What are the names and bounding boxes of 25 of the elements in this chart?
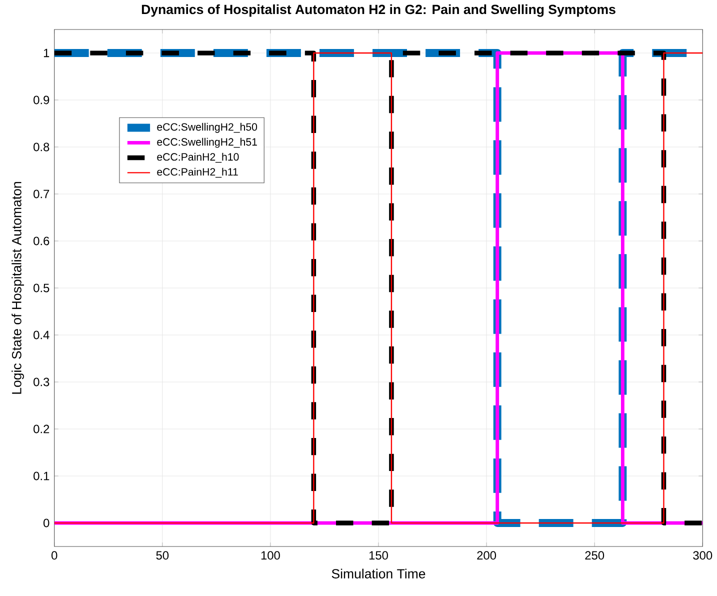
legend-label: eCC:SwellingH2_h51 [157,138,257,148]
y-tick-label: 0.4 [34,330,50,340]
x-tick-label: 150 [369,551,388,560]
y-tick-label: 0.3 [34,378,50,386]
y-tick-label: 0 [43,518,50,528]
x-tick-label: 200 [477,551,496,560]
y-tick-label: 0.9 [34,96,50,104]
y-tick-label: 0.8 [34,142,50,152]
x-tick-label: 250 [585,551,604,560]
y-tick-label: 0.5 [34,284,50,292]
y-tick-label: 0.1 [34,472,50,480]
x-tick-label: 0 [52,551,58,560]
legend-label: eCC:PainH2_h10 [157,152,239,163]
y-tick-label: 1 [44,48,50,57]
y-tick-label: 0.2 [34,424,50,434]
legend-label: eCC:PainH2_h11 [157,168,238,178]
y-tick-label: 0.6 [34,236,50,246]
legend-label: eCC:SwellingH2_h50 [157,122,258,133]
y-axis-title: Logic State of Hospitalist Automaton [12,182,24,394]
x-tick-label: 300 [693,551,712,560]
chart-title: Dynamics of Hospitalist Automaton H2 in G2: Pain and Swelling Symptoms [142,4,616,17]
x-tick-label: 50 [156,551,169,560]
x-axis-title: Simulation Time [332,568,426,578]
y-tick-label: 0.7 [34,190,50,198]
x-tick-label: 100 [261,551,280,560]
